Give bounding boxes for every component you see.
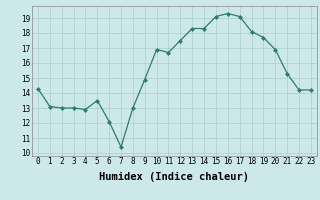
X-axis label: Humidex (Indice chaleur): Humidex (Indice chaleur) [100,172,249,182]
